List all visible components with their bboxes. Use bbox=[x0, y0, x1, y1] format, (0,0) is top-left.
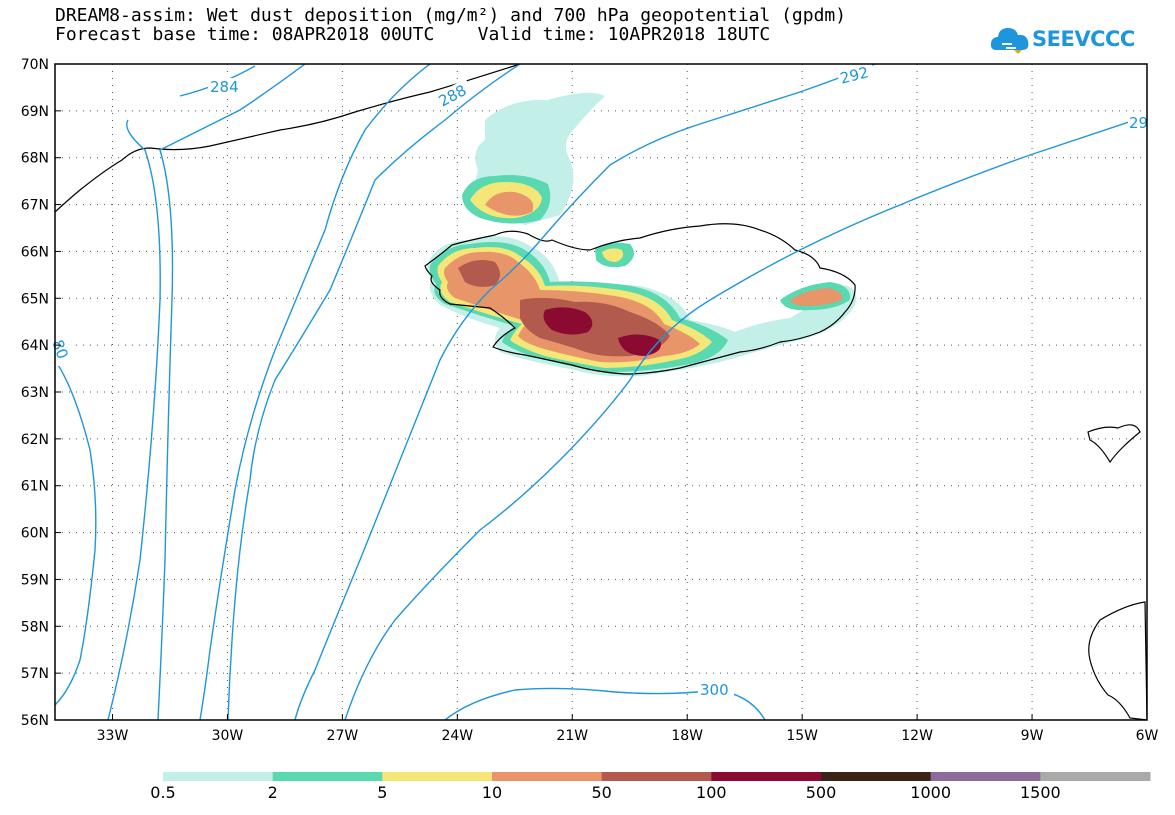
colorbar-label: 100 bbox=[696, 783, 727, 802]
lon-label-6W: 6W bbox=[1136, 728, 1159, 744]
lat-label-60N: 60N bbox=[21, 526, 49, 542]
lon-label-15W: 15W bbox=[786, 728, 818, 744]
colorbar-label: 0.5 bbox=[150, 783, 176, 802]
contour-label-300: 300 bbox=[700, 681, 729, 699]
lon-label-12W: 12W bbox=[901, 728, 933, 744]
map-title-line-2: Forecast base time: 08APR2018 00UTC Vali… bbox=[55, 24, 771, 45]
lon-label-30W: 30W bbox=[212, 728, 244, 744]
colorbar-swatch bbox=[930, 772, 1041, 781]
lat-label-59N: 59N bbox=[21, 572, 49, 588]
colorbar-swatch bbox=[382, 772, 493, 781]
lon-label-18W: 18W bbox=[671, 728, 703, 744]
colorbar-swatch bbox=[272, 772, 383, 781]
colorbar-label: 500 bbox=[805, 783, 837, 802]
map-title-line-1: DREAM8-assim: Wet dust deposition (mg/m²… bbox=[55, 5, 847, 26]
lon-label-24W: 24W bbox=[441, 728, 473, 744]
colorbar-label: 1000 bbox=[910, 783, 952, 802]
colorbar-label: 5 bbox=[377, 783, 388, 802]
colorbar bbox=[163, 772, 1151, 781]
lat-label-65N: 65N bbox=[21, 291, 49, 307]
colorbar-swatch bbox=[711, 772, 822, 781]
lat-label-66N: 66N bbox=[21, 244, 49, 260]
geopotential-contours bbox=[55, 64, 1147, 720]
lon-label-33W: 33W bbox=[97, 728, 129, 744]
lon-label-21W: 21W bbox=[556, 728, 588, 744]
coastlines bbox=[55, 64, 1147, 720]
lat-label-68N: 68N bbox=[21, 151, 49, 167]
contour-label-284: 284 bbox=[210, 78, 239, 96]
lat-label-61N: 61N bbox=[21, 479, 49, 495]
lat-label-69N: 69N bbox=[21, 104, 49, 120]
logo-text: SEEVCCC bbox=[1032, 27, 1135, 51]
colorbar-label: 1500 bbox=[1019, 783, 1061, 802]
seevccc-logo: SEEVCCC bbox=[988, 20, 1138, 60]
colorbar-swatch bbox=[492, 772, 603, 781]
colorbar-swatch bbox=[163, 772, 274, 781]
lat-label-67N: 67N bbox=[21, 198, 49, 214]
lat-label-57N: 57N bbox=[21, 666, 49, 682]
lat-label-58N: 58N bbox=[21, 619, 49, 635]
lat-label-62N: 62N bbox=[21, 432, 49, 448]
colorbar-swatch bbox=[1040, 772, 1151, 781]
cloud-icon bbox=[990, 28, 1029, 54]
lat-label-70N: 70N bbox=[21, 57, 49, 73]
colorbar-swatch bbox=[601, 772, 712, 781]
latitude-axis: 70N 69N 68N 67N 66N 65N 64N 63N 62N 61N 60N 59N 58N 5… bbox=[21, 57, 61, 729]
colorbar-label: 50 bbox=[591, 783, 612, 802]
contour-label-280: 80 bbox=[48, 337, 71, 361]
longitude-axis: 33W 30W 27W 24W 21W 18W 15W 12W 9W 6W bbox=[97, 714, 1159, 744]
lat-label-56N: 56N bbox=[21, 713, 49, 729]
lat-label-63N: 63N bbox=[21, 385, 49, 401]
colorbar-swatch bbox=[821, 772, 932, 781]
map-panel: 284 288 292 29 300 80 bbox=[48, 61, 1148, 721]
lon-label-27W: 27W bbox=[327, 728, 359, 744]
contour-labels: 284 288 292 29 300 80 bbox=[48, 61, 1148, 699]
lon-label-9W: 9W bbox=[1021, 728, 1044, 744]
colorbar-label: 2 bbox=[267, 783, 278, 802]
lat-label-64N: 64N bbox=[21, 338, 49, 354]
contour-label-29x: 29 bbox=[1129, 114, 1148, 132]
colorbar-label: 10 bbox=[481, 783, 503, 802]
gridlines bbox=[55, 64, 1147, 720]
dust-deposition-shading bbox=[427, 92, 857, 377]
